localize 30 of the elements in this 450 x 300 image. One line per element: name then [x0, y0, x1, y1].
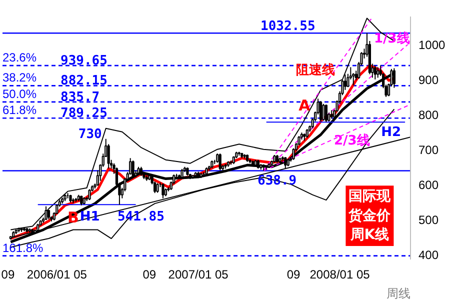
y-tick-label: 700 [418, 142, 439, 157]
annotation: 61.8% [2, 103, 37, 118]
annotation: 国际现货金价周K线 [348, 188, 392, 243]
annotation: A [298, 96, 311, 115]
y-tick-label: 900 [418, 72, 439, 87]
x-tick-label: 09 [286, 268, 301, 282]
series-label: H2 [381, 125, 402, 140]
annotation: 50.0% [2, 86, 37, 101]
ref-line-label: 1032.55 [260, 19, 316, 34]
x-tick-label: 2006/01 05 [26, 268, 88, 282]
y-tick-label: 1000 [418, 38, 446, 52]
annotation: 阻速线 [296, 63, 335, 78]
ref-line-label: 939.65 [60, 54, 108, 69]
series-label: 1/3线 [374, 31, 410, 46]
y-tick-label: 400 [418, 248, 439, 262]
x-tick-label: 09 [142, 268, 156, 282]
y-tick-label: 800 [418, 108, 439, 122]
x-tick-label: 2008/01 05 [310, 268, 370, 282]
ref-line-label: 789.25 [60, 106, 108, 122]
x-axis-title: 周线 [386, 286, 410, 300]
annotation: 38.2% [2, 70, 37, 85]
x-tick-label: 09 [1, 268, 15, 282]
x-tick-label: 2007/01 05 [168, 268, 229, 282]
annotation: 161.8% [2, 240, 44, 255]
y-tick-label: 500 [418, 212, 439, 227]
ref-line-label: 835.7 [60, 90, 100, 105]
ref-line-label: 882.15 [60, 74, 108, 89]
y-tick-label: 600 [418, 178, 439, 192]
annotation: 730 [78, 126, 102, 142]
annotation: 23.6% [2, 50, 37, 65]
